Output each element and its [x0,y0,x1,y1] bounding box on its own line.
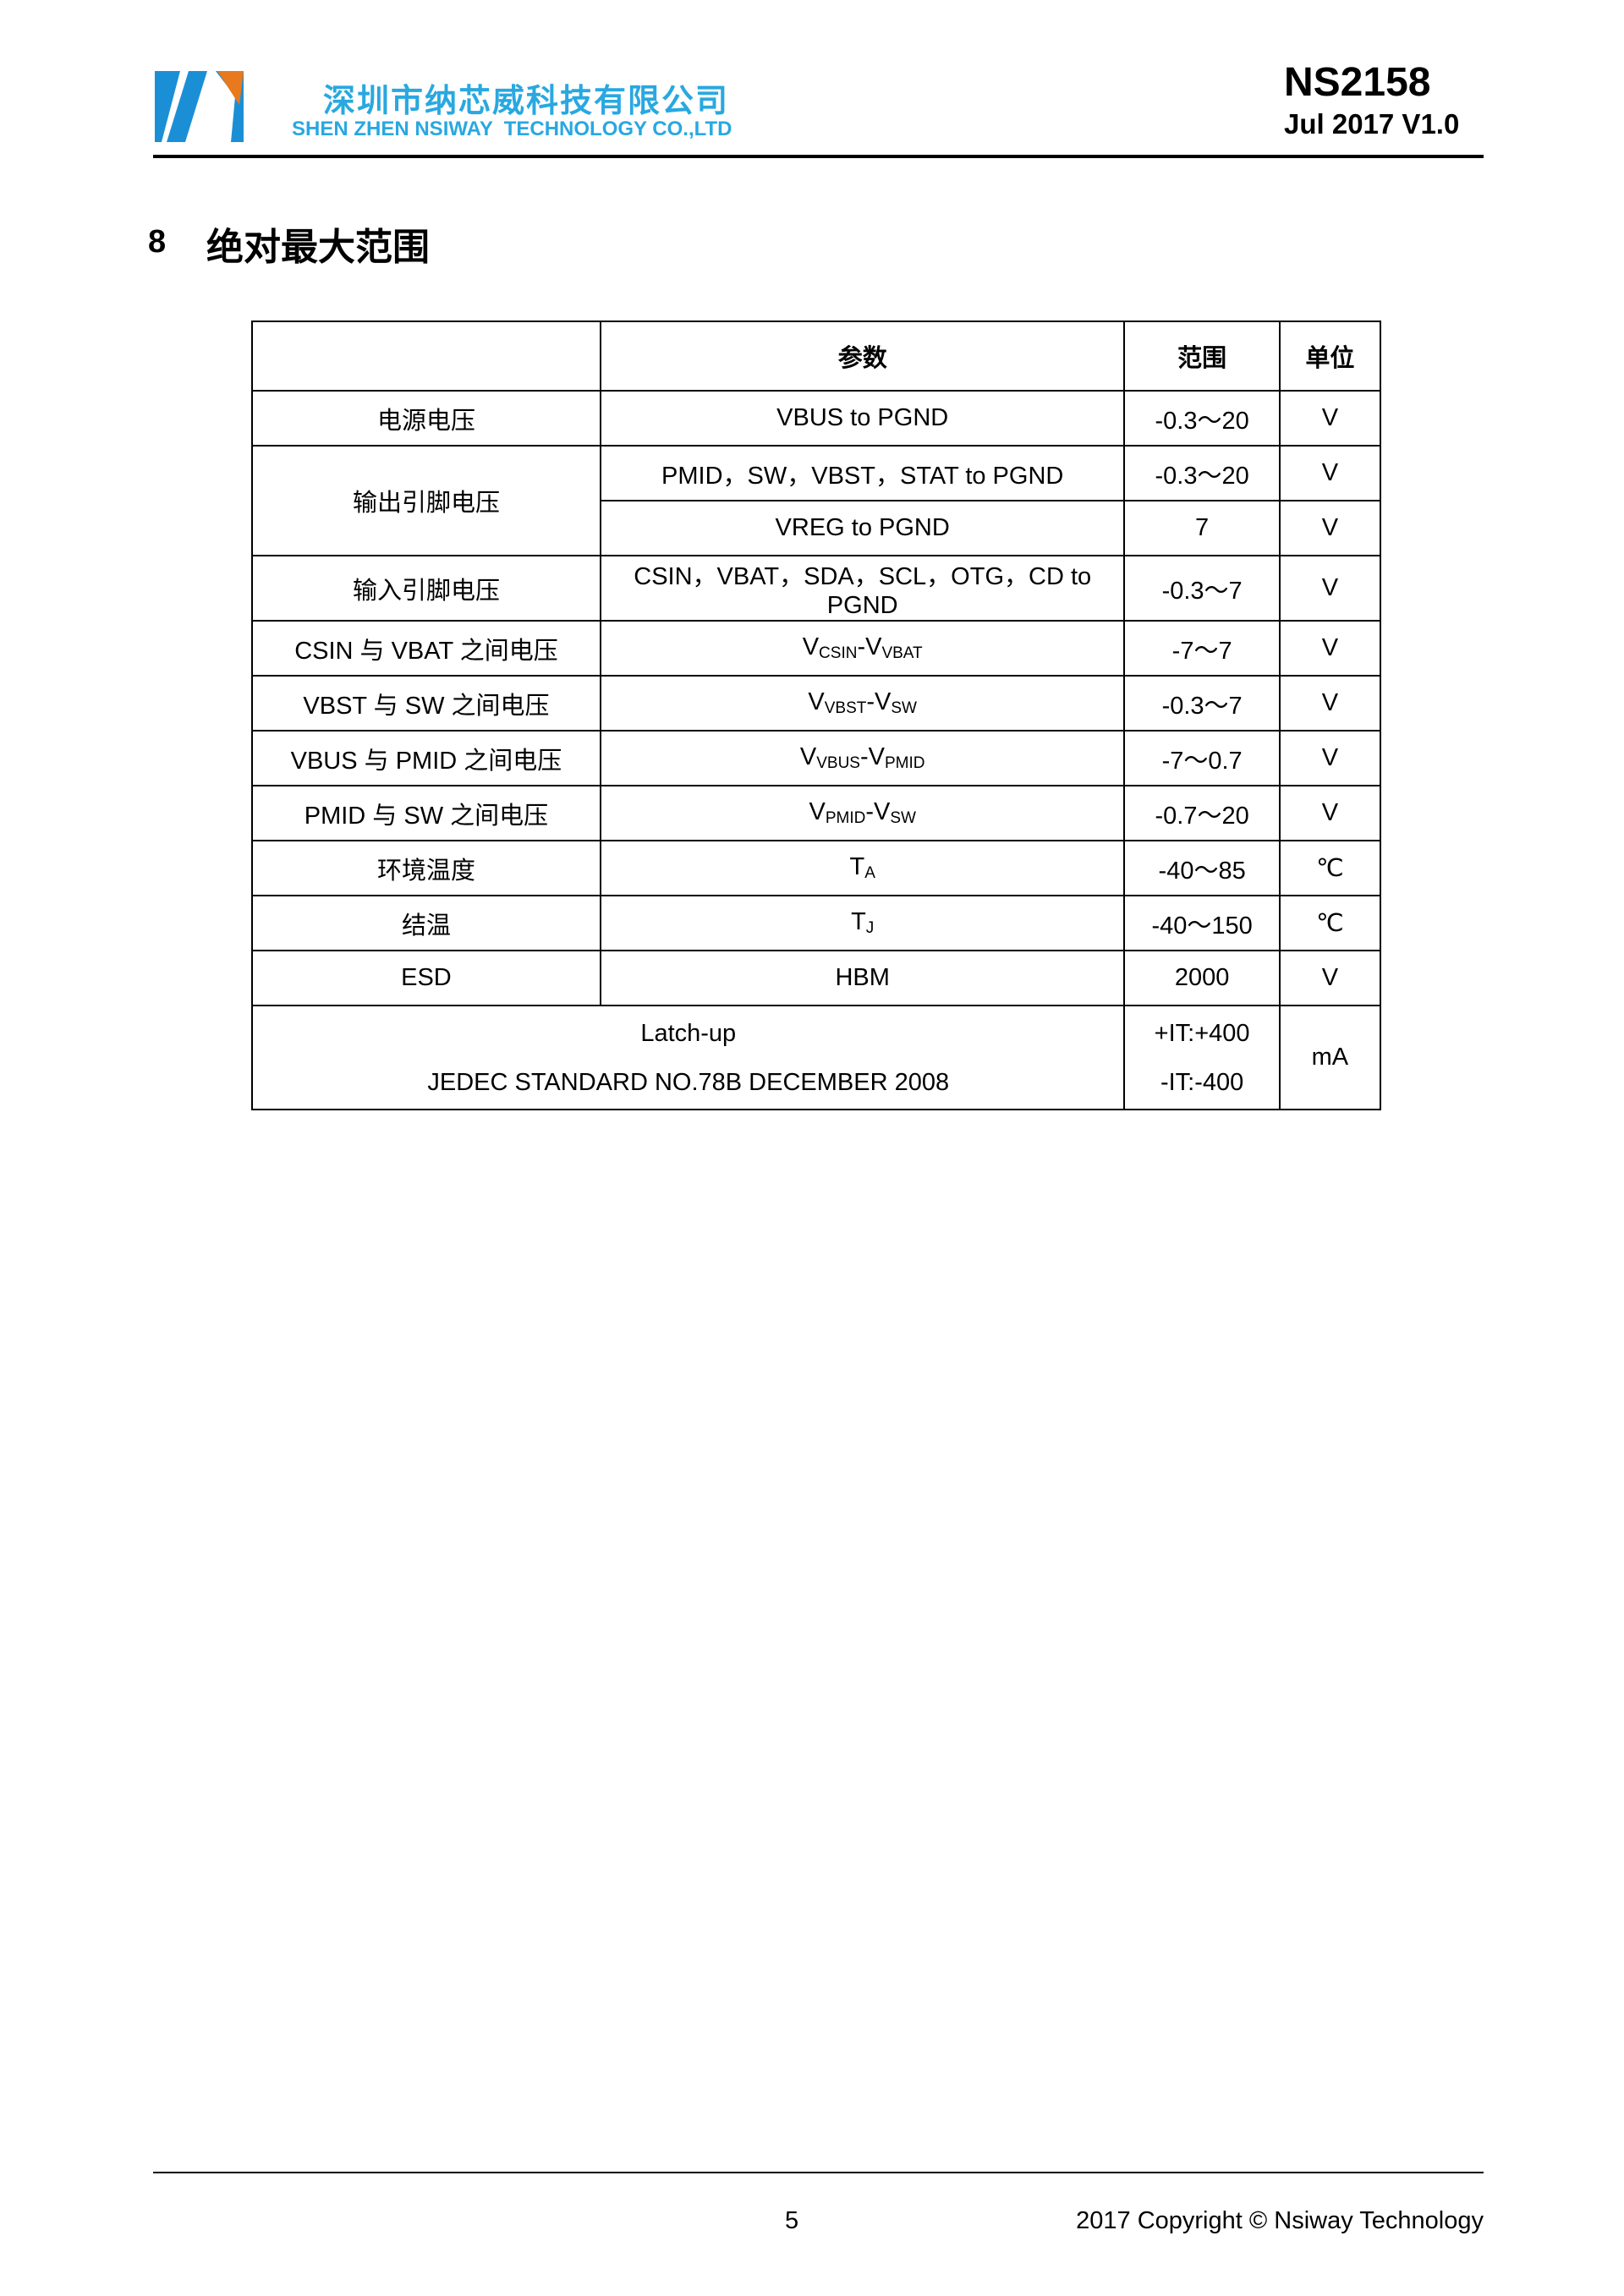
company-name-cn: 深圳市纳芯威科技有限公司 [323,84,730,119]
section-number: 8 [148,224,167,260]
cell-name: 环境温度 [251,840,601,896]
cell-range: -0.3～20 [1123,445,1281,501]
param-subscript: VBUS [816,754,860,772]
header-cell [251,321,601,392]
cell-range: -40～85 [1123,840,1281,896]
latchup-standard: JEDEC STANDARD NO.78B DECEMBER 2008 [427,1068,950,1096]
cell-unit: V [1278,445,1382,501]
param-part: V [799,743,817,770]
table-row: 输入引脚电压 CSIN，VBAT，SDA，SCL，OTG，CD to PGND … [251,555,1382,622]
cell-unit: V [1278,950,1382,1006]
cell-param: HBM [599,950,1126,1006]
page-number: 5 [785,2207,799,2234]
cell-param: TJ [599,895,1126,951]
table-row: 结温 TJ -40～150 ℃ [251,895,1382,951]
cell-name: VBST 与 SW 之间电压 [251,675,601,732]
cell-unit: ℃ [1278,895,1382,951]
param-subscript: CSIN [819,644,858,662]
cell-name: 输入引脚电压 [251,555,601,622]
table-row: VBST 与 SW 之间电压 VVBST-VSW -0.3～7 V [251,675,1382,732]
cell-name: VBUS 与 PMID 之间电压 [251,730,601,786]
cell-range: 7 [1123,500,1281,556]
cell-param: TA [599,840,1126,896]
param-subscript: PMID [825,809,866,827]
latchup-positive: +IT:+400 [1154,1019,1250,1047]
cell-param: CSIN，VBAT，SDA，SCL，OTG，CD to PGND [599,555,1126,622]
cell-range: -40～150 [1123,895,1281,951]
header-divider [153,155,1484,158]
cell-range: -7～0.7 [1123,730,1281,786]
cell-name: ESD [251,950,601,1006]
param-subscript: J [865,919,875,937]
cell-range: +IT:+400 -IT:-400 [1123,1005,1281,1110]
table-row: 环境温度 TA -40～85 ℃ [251,840,1382,896]
param-subscript: SW [890,809,916,827]
document-version: Jul 2017 V1.0 [1284,108,1460,140]
param-part: -V [859,743,885,770]
cell-param: VPMID-VSW [599,785,1126,841]
param-part: V [809,798,826,825]
param-part: -V [865,798,891,825]
cell-name: CSIN 与 VBAT 之间电压 [251,620,601,677]
table-row: VBUS 与 PMID 之间电压 VVBUS-VPMID -7～0.7 V [251,730,1382,786]
param-subscript: A [864,864,875,882]
cell-name: 输出引脚电压 [251,445,601,556]
part-number: NS2158 [1284,60,1431,105]
param-subscript: SW [891,699,917,717]
table-row: CSIN 与 VBAT 之间电压 VCSIN-VVBAT -7～7 V [251,620,1382,677]
cell-latchup: Latch-up JEDEC STANDARD NO.78B DECEMBER 2… [250,1005,1126,1110]
param-part: V [802,633,820,660]
header-cell: 参数 [599,321,1126,392]
table-row-latchup: Latch-up JEDEC STANDARD NO.78B DECEMBER 2… [250,1005,1382,1110]
table-row: VREG to PGND 7 V [252,500,1382,556]
cell-unit: V [1278,785,1382,841]
cell-unit: mA [1278,1005,1382,1110]
header-cell: 单位 [1278,321,1382,392]
param-part: T [849,853,865,880]
cell-unit: V [1278,675,1382,732]
latchup-negative: -IT:-400 [1160,1068,1244,1096]
cell-range: -7～7 [1123,620,1281,677]
param-part: T [851,908,866,935]
table-header-row: 参数 范围 单位 [251,321,1382,392]
footer-divider [153,2172,1484,2173]
cell-param: VBUS to PGND [599,390,1126,447]
cell-range: -0.3～20 [1123,390,1281,447]
cell-name: 电源电压 [251,390,601,447]
cell-param: VVBUS-VPMID [599,730,1126,786]
cell-unit: V [1278,730,1382,786]
company-name-en: SHEN ZHEN NSIWAY TECHNOLOGY CO.,LTD [292,118,732,140]
table-row: ESD HBM 2000 V [251,950,1382,1006]
cell-unit: V [1278,390,1382,447]
cell-unit: V [1278,555,1382,622]
cell-param: VCSIN-VVBAT [599,620,1126,677]
cell-name: 结温 [251,895,601,951]
param-subscript: VBST [824,699,867,717]
cell-range: -0.3～7 [1123,675,1281,732]
cell-name: PMID 与 SW 之间电压 [251,785,601,841]
param-subscript: VBAT [881,644,923,662]
cell-param: VVBST-VSW [599,675,1126,732]
cell-range: -0.3～7 [1123,555,1281,622]
absolute-max-ratings-table: 参数 范围 单位 电源电压 VBUS to PGND -0.3～20 V 输出引… [250,321,1382,1110]
param-part: -V [866,688,892,715]
cell-unit: ℃ [1278,840,1382,896]
table-row: PMID 与 SW 之间电压 VPMID-VSW -0.7～20 V [251,785,1382,841]
cell-unit: V [1278,620,1382,677]
param-part: V [808,688,825,715]
table-row: 输出引脚电压 PMID，SW，VBST，STAT to PGND -0.3～20… [251,445,1382,556]
cell-unit: V [1278,500,1382,556]
cell-param: PMID，SW，VBST，STAT to PGND [599,445,1126,501]
table-row: 电源电压 VBUS to PGND -0.3～20 V [251,390,1382,447]
latchup-label: Latch-up [640,1019,737,1047]
param-part: -V [857,633,882,660]
copyright: 2017 Copyright © Nsiway Technology [1076,2207,1484,2234]
cell-range: -0.7～20 [1123,785,1281,841]
cell-range: 2000 [1123,950,1281,1006]
header-cell: 范围 [1123,321,1281,392]
cell-param: VREG to PGND [599,500,1126,556]
param-subscript: PMID [884,754,925,772]
section-title: 绝对最大范围 [206,226,430,269]
company-logo [155,71,244,142]
